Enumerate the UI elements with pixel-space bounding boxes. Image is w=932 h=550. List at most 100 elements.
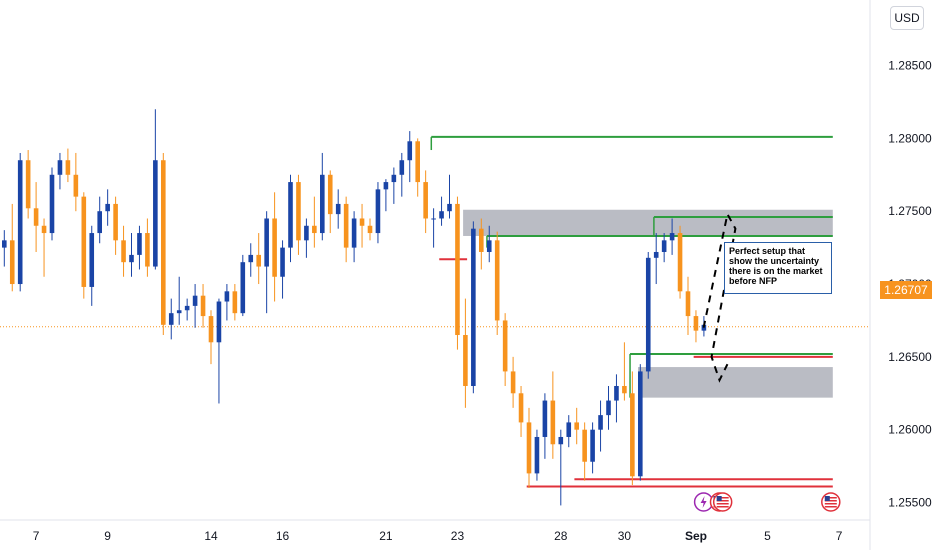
candle-body[interactable] — [73, 174, 79, 197]
candle-body[interactable] — [423, 182, 428, 219]
candle-body[interactable] — [590, 429, 595, 462]
candle-body[interactable] — [129, 254, 134, 263]
us-flag-icon[interactable] — [821, 492, 841, 512]
candle-body[interactable] — [606, 400, 611, 416]
candle-body[interactable] — [510, 371, 516, 394]
candle-body[interactable] — [327, 174, 333, 215]
candle-body[interactable] — [359, 218, 365, 226]
candle-body[interactable] — [17, 160, 23, 285]
candle-body[interactable] — [248, 254, 254, 263]
candle-body[interactable] — [407, 141, 413, 161]
candle-body[interactable] — [145, 233, 150, 267]
candle-body[interactable] — [351, 218, 357, 248]
candle-body[interactable] — [168, 313, 174, 325]
candle-body[interactable] — [661, 240, 667, 252]
candle-body[interactable] — [391, 174, 397, 183]
candles[interactable] — [2, 109, 707, 506]
candle-body[interactable] — [312, 225, 317, 234]
candle-body[interactable] — [137, 233, 142, 255]
candle-body[interactable] — [2, 240, 7, 248]
candle-body[interactable] — [455, 203, 460, 336]
candle-body[interactable] — [653, 251, 659, 258]
candle-body[interactable] — [89, 233, 95, 287]
candle-body[interactable] — [320, 174, 325, 234]
candle-body[interactable] — [113, 203, 118, 241]
candle-body[interactable] — [161, 160, 166, 325]
candle-body[interactable] — [49, 174, 55, 234]
candle-body[interactable] — [280, 247, 285, 277]
candle-body[interactable] — [97, 211, 102, 234]
candle-body[interactable] — [367, 225, 373, 234]
candle-body[interactable] — [415, 141, 420, 183]
candle-body[interactable] — [526, 422, 532, 474]
candle-body[interactable] — [574, 422, 579, 430]
candle-body[interactable] — [25, 160, 31, 209]
candle-body[interactable] — [216, 301, 222, 343]
candle-body[interactable] — [685, 291, 691, 317]
candle-body[interactable] — [431, 218, 436, 220]
candle-body[interactable] — [33, 208, 39, 226]
candle-body[interactable] — [81, 196, 87, 287]
candle-body[interactable] — [622, 385, 627, 394]
candle-body[interactable] — [383, 182, 389, 190]
candle-body[interactable] — [471, 228, 476, 386]
candle-body[interactable] — [304, 225, 309, 241]
candle-body[interactable] — [399, 160, 405, 175]
candle-body[interactable] — [240, 262, 246, 314]
candle-body[interactable] — [65, 160, 71, 175]
candle-body[interactable] — [343, 203, 349, 248]
candle-body[interactable] — [486, 240, 492, 252]
candle-body[interactable] — [272, 218, 277, 277]
levels — [430, 135, 833, 488]
candle-body[interactable] — [264, 218, 269, 267]
candle-body[interactable] — [296, 182, 301, 241]
us-flag-icon[interactable] — [712, 492, 733, 512]
candle-body[interactable] — [550, 400, 556, 445]
time-axis[interactable]: 7 9 14 16 21 23 28 30 Sep 5 7 — [33, 529, 843, 543]
candle-body[interactable] — [288, 182, 293, 248]
candle-body[interactable] — [534, 436, 540, 474]
candle-body[interactable] — [669, 233, 675, 241]
candle-body[interactable] — [256, 254, 261, 267]
candle-body[interactable] — [9, 240, 15, 285]
candle-body[interactable] — [558, 436, 564, 445]
candle-body[interactable] — [57, 160, 63, 175]
candle-body[interactable] — [208, 316, 214, 343]
candle-body[interactable] — [335, 203, 341, 215]
annotation-note[interactable]: Perfect setup that show the uncertainty … — [724, 242, 832, 294]
candle-body[interactable] — [121, 240, 126, 263]
candle-body[interactable] — [184, 305, 190, 311]
candle-body[interactable] — [614, 385, 619, 401]
candle-body[interactable] — [232, 291, 238, 314]
candle-body[interactable] — [502, 320, 508, 372]
candle-body[interactable] — [638, 371, 643, 477]
candle-body[interactable] — [153, 160, 158, 267]
candle-body[interactable] — [479, 228, 484, 252]
candle-body[interactable] — [542, 400, 548, 437]
currency-selector[interactable]: USD — [890, 6, 924, 30]
supply-demand-zone[interactable] — [638, 367, 833, 398]
candle-body[interactable] — [105, 203, 110, 212]
supply-demand-zone[interactable] — [463, 209, 833, 236]
candle-body[interactable] — [518, 393, 524, 423]
candle-body[interactable] — [598, 415, 603, 430]
candle-body[interactable] — [447, 203, 452, 212]
candle-body[interactable] — [566, 422, 572, 437]
candle-body[interactable] — [645, 257, 651, 372]
candle-body[interactable] — [630, 393, 635, 477]
candle-body[interactable] — [176, 310, 182, 314]
candle-body[interactable] — [41, 225, 47, 234]
candle-body[interactable] — [494, 240, 500, 321]
candle-body[interactable] — [439, 211, 444, 219]
candle-body[interactable] — [200, 295, 206, 317]
candle-body[interactable] — [375, 189, 381, 234]
economic-events[interactable] — [693, 492, 841, 512]
candle-body[interactable] — [224, 291, 230, 302]
candle-body[interactable] — [582, 429, 587, 462]
price-axis[interactable]: 1.285001.280001.275001.270001.265001.260… — [888, 59, 932, 510]
candle-body[interactable] — [693, 316, 699, 331]
candle-body[interactable] — [677, 233, 683, 292]
candle-body[interactable] — [192, 295, 198, 306]
candle-body[interactable] — [463, 335, 468, 386]
